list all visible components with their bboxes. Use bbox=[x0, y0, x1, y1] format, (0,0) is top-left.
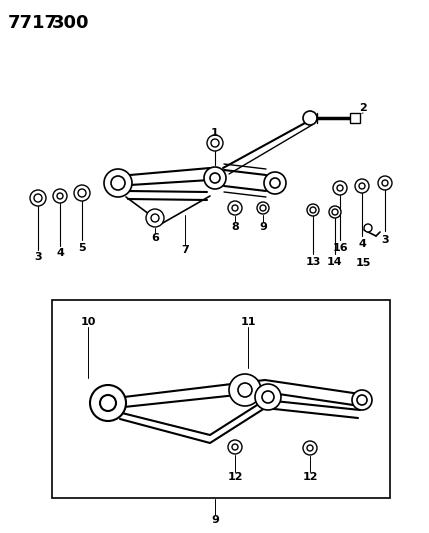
Circle shape bbox=[355, 179, 369, 193]
Circle shape bbox=[329, 206, 341, 218]
Circle shape bbox=[228, 440, 242, 454]
Circle shape bbox=[90, 385, 126, 421]
Circle shape bbox=[238, 383, 252, 397]
Circle shape bbox=[207, 135, 223, 151]
Text: 5: 5 bbox=[78, 243, 86, 253]
Circle shape bbox=[307, 204, 319, 216]
Circle shape bbox=[74, 185, 90, 201]
Circle shape bbox=[232, 205, 238, 211]
Text: 12: 12 bbox=[302, 472, 318, 482]
Text: 12: 12 bbox=[227, 472, 243, 482]
Circle shape bbox=[111, 176, 125, 190]
Text: 15: 15 bbox=[355, 258, 371, 268]
Text: 4: 4 bbox=[56, 248, 64, 258]
Circle shape bbox=[378, 176, 392, 190]
Text: 14: 14 bbox=[327, 257, 343, 267]
Text: 4: 4 bbox=[358, 239, 366, 249]
Circle shape bbox=[337, 185, 343, 191]
Circle shape bbox=[100, 395, 116, 411]
Circle shape bbox=[146, 209, 164, 227]
Circle shape bbox=[332, 209, 338, 215]
Circle shape bbox=[303, 441, 317, 455]
Text: 13: 13 bbox=[305, 257, 321, 267]
Circle shape bbox=[382, 180, 388, 186]
Bar bbox=[350, 113, 360, 123]
Circle shape bbox=[210, 173, 220, 183]
Circle shape bbox=[352, 390, 372, 410]
Circle shape bbox=[357, 395, 367, 405]
Circle shape bbox=[260, 205, 266, 211]
Circle shape bbox=[30, 190, 46, 206]
Circle shape bbox=[364, 224, 372, 232]
Text: 7: 7 bbox=[181, 245, 189, 255]
Circle shape bbox=[78, 189, 86, 197]
Circle shape bbox=[211, 139, 219, 147]
Text: 3: 3 bbox=[34, 252, 42, 262]
Circle shape bbox=[270, 178, 280, 188]
Circle shape bbox=[151, 214, 159, 222]
Circle shape bbox=[229, 374, 261, 406]
Text: 8: 8 bbox=[231, 222, 239, 232]
Circle shape bbox=[333, 181, 347, 195]
Circle shape bbox=[53, 189, 67, 203]
Text: 6: 6 bbox=[151, 233, 159, 243]
Circle shape bbox=[57, 193, 63, 199]
Circle shape bbox=[204, 167, 226, 189]
Circle shape bbox=[262, 391, 274, 403]
Circle shape bbox=[34, 194, 42, 202]
Circle shape bbox=[257, 202, 269, 214]
Text: 300: 300 bbox=[52, 14, 90, 32]
Bar bbox=[52, 300, 390, 498]
Text: 1: 1 bbox=[211, 128, 219, 138]
Text: 10: 10 bbox=[80, 317, 96, 327]
Circle shape bbox=[303, 111, 317, 125]
Text: 11: 11 bbox=[240, 317, 256, 327]
Text: 2: 2 bbox=[359, 103, 367, 113]
Text: 9: 9 bbox=[259, 222, 267, 232]
Text: 16: 16 bbox=[332, 243, 348, 253]
Circle shape bbox=[310, 207, 316, 213]
Text: 3: 3 bbox=[381, 235, 389, 245]
Circle shape bbox=[359, 183, 365, 189]
Circle shape bbox=[307, 445, 313, 451]
Circle shape bbox=[255, 384, 281, 410]
Text: 9: 9 bbox=[211, 515, 219, 525]
Circle shape bbox=[232, 444, 238, 450]
Circle shape bbox=[228, 201, 242, 215]
Text: 7717: 7717 bbox=[8, 14, 58, 32]
Circle shape bbox=[104, 169, 132, 197]
Circle shape bbox=[264, 172, 286, 194]
